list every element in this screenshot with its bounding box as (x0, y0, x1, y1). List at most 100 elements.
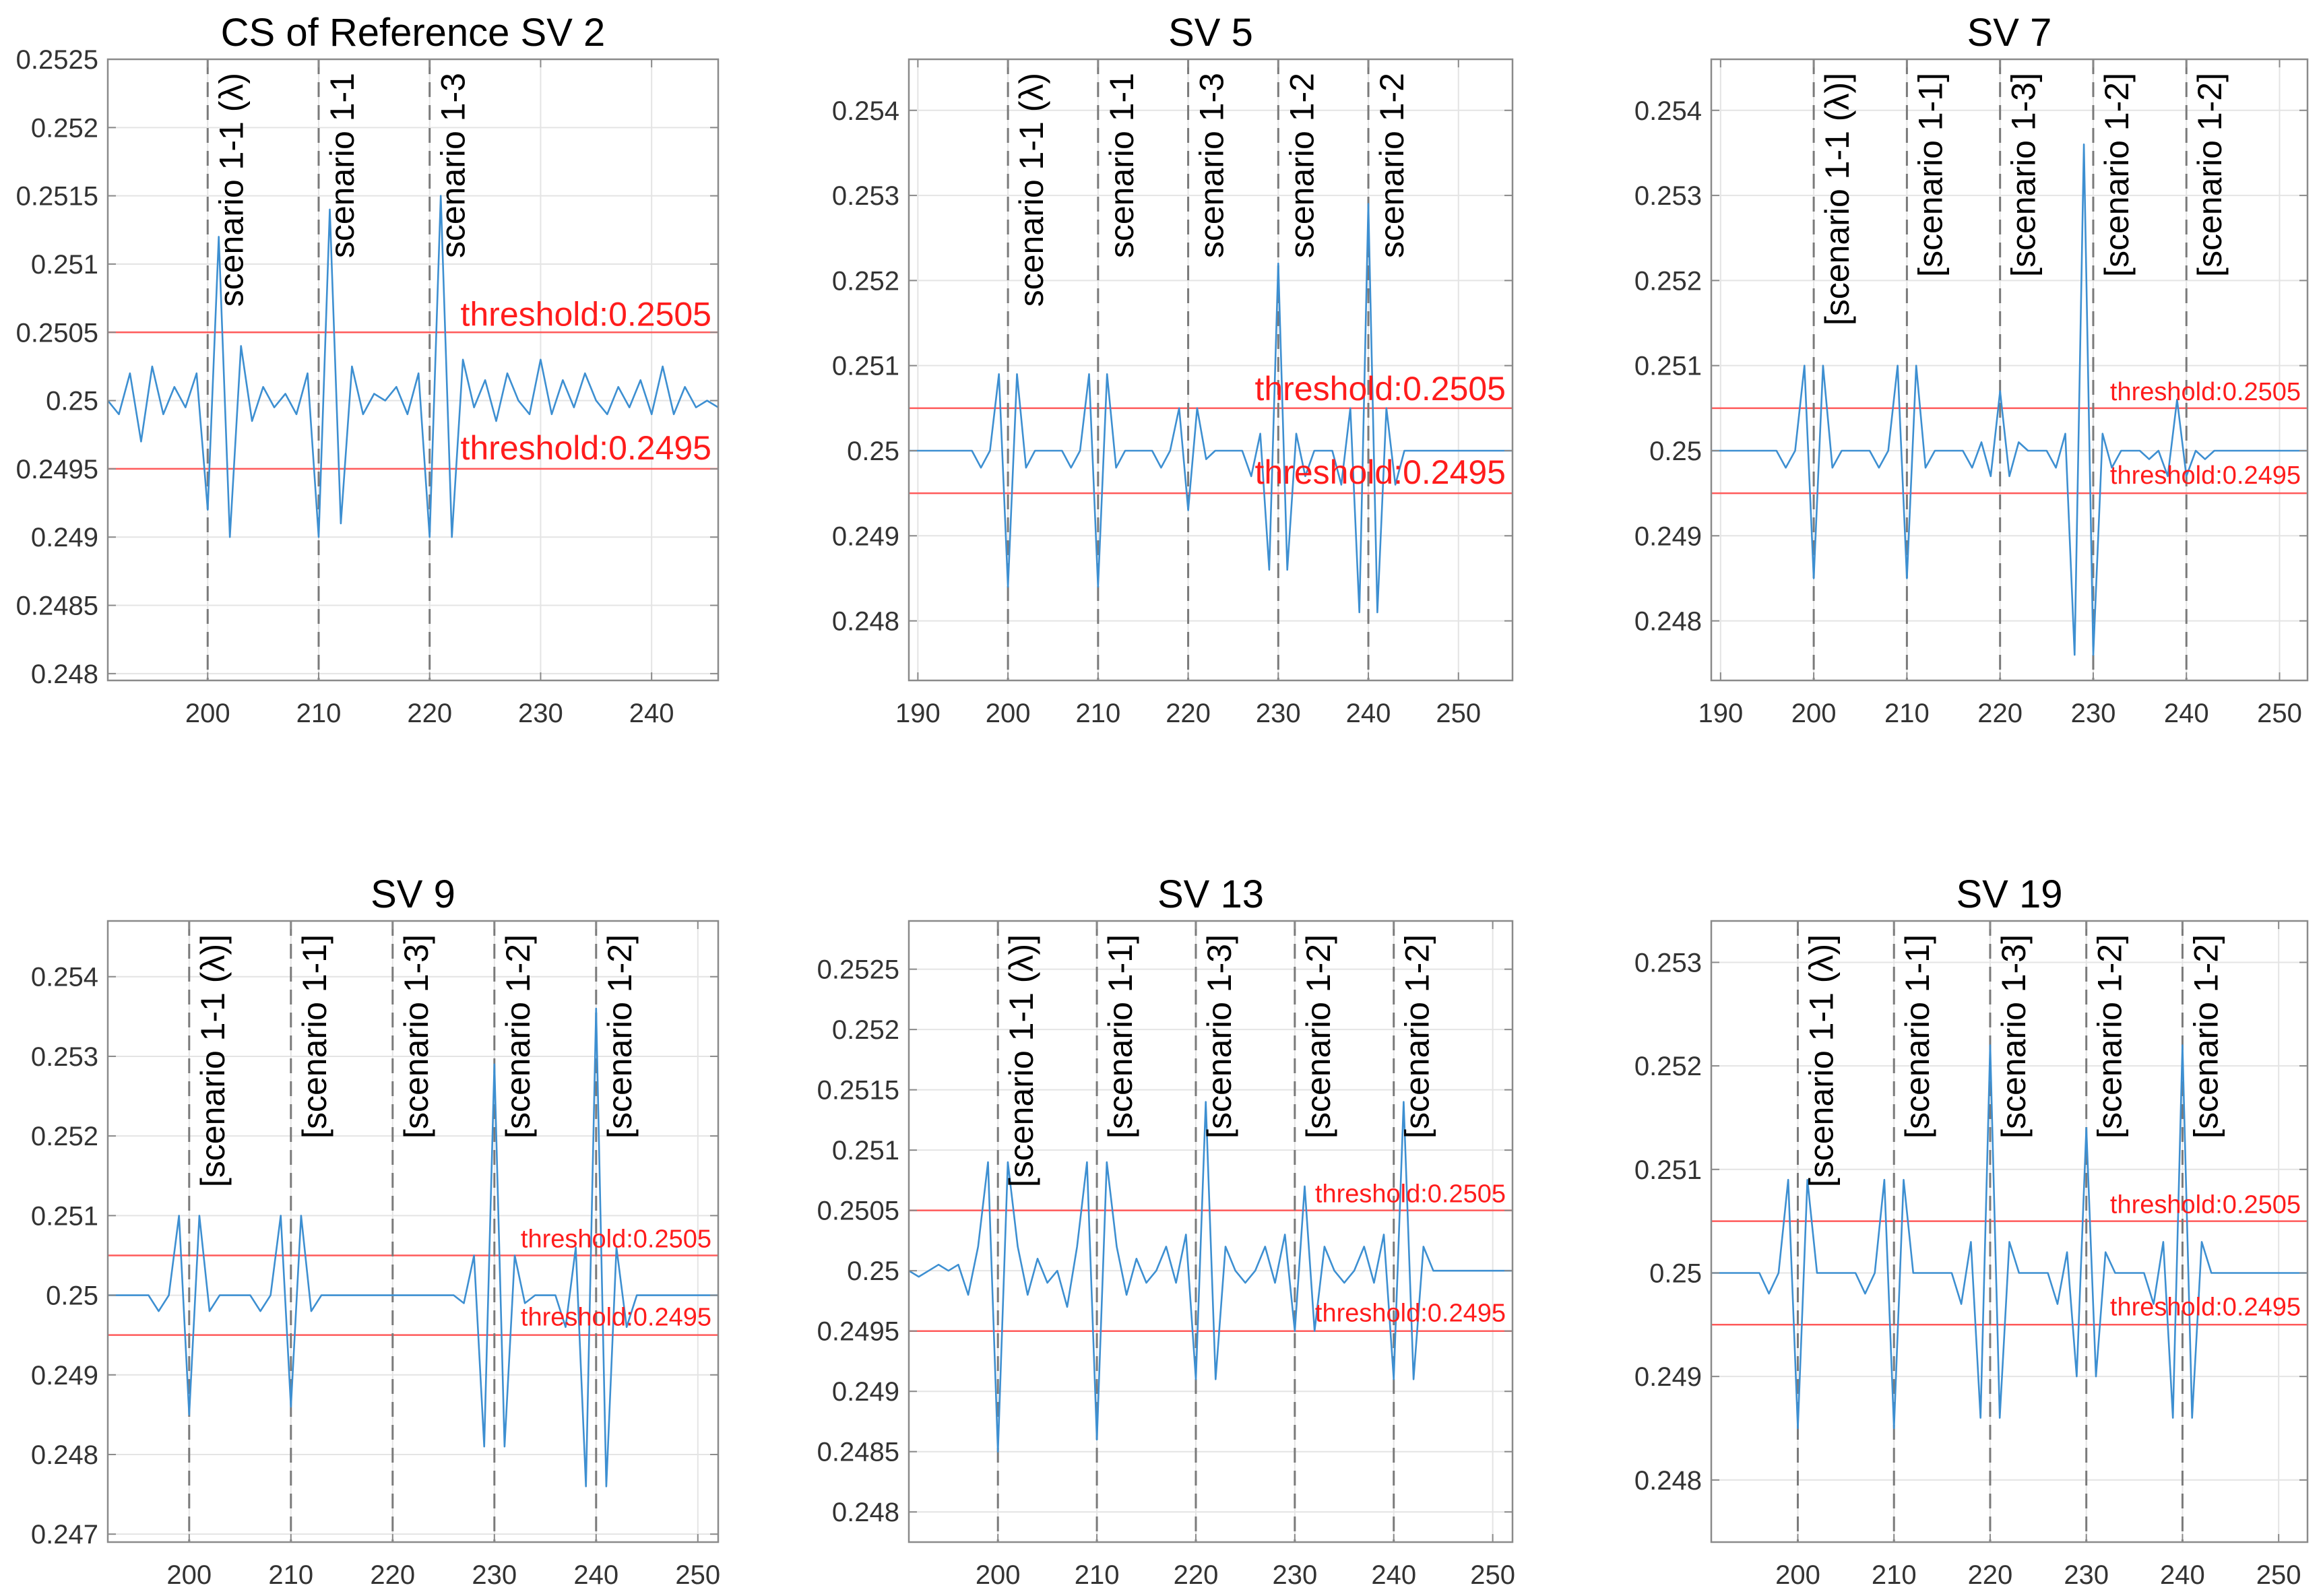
y-tick-label: 0.248 (1634, 607, 1702, 637)
y-tick-label: 0.2515 (817, 1076, 899, 1106)
series-line (106, 195, 719, 538)
plot-area (1711, 59, 2308, 680)
x-tick-label: 240 (573, 1560, 618, 1590)
axes-box (1710, 58, 2309, 682)
y-tick-label: 0.25 (847, 1256, 899, 1286)
x-tick-label: 220 (1166, 699, 1211, 728)
chart-panel-5: [scenario 1-1 (λ)] [scenario 1-1] [scenari… (817, 872, 1515, 1590)
chart-title: CS of Reference SV 2 (221, 11, 606, 55)
scenario-label: [scenario 1-2] (2098, 73, 2136, 277)
chart-title: SV 9 (371, 872, 455, 916)
y-tick-label: 0.254 (832, 96, 899, 126)
y-tick-label: 0.248 (31, 660, 98, 689)
chart-panel-6: [scenario 1-1 (λ)] [scenario 1-1] [scenari… (1634, 872, 2309, 1590)
scenario-label: [scenario 1-1 (λ)] (194, 934, 232, 1187)
scenario-label: scenario 1-2 (1283, 73, 1320, 258)
scenario-label: [scenario 1-2] (1300, 934, 1337, 1139)
x-tick-label: 220 (1977, 699, 2023, 728)
scenario-label: [scenario 1-1] (1899, 934, 1936, 1139)
y-tick-label: 0.247 (31, 1520, 98, 1550)
scenario-label: [scenario 1-1 (λ)] (1802, 934, 1840, 1187)
y-tick-label: 0.2505 (817, 1196, 899, 1226)
x-tick-label: 250 (675, 1560, 720, 1590)
x-tick-label: 230 (1272, 1560, 1317, 1590)
x-tick-label: 240 (1371, 1560, 1416, 1590)
y-tick-label: 0.254 (31, 963, 98, 992)
y-tick-label: 0.249 (31, 523, 98, 552)
axes-box (1710, 920, 2309, 1543)
x-tick-label: 200 (986, 699, 1031, 728)
y-tick-label: 0.248 (31, 1440, 98, 1470)
scenario-label: scenario 1-2 (1373, 73, 1411, 258)
y-tick-label: 0.253 (1634, 948, 1702, 978)
plot-area (108, 921, 718, 1542)
series-line (909, 203, 1513, 614)
y-tick-label: 0.251 (1634, 1155, 1702, 1185)
threshold-label: threshold:0.2505 (1254, 370, 1506, 408)
y-tick-label: 0.252 (31, 113, 98, 143)
x-tick-label: 210 (1075, 699, 1120, 728)
y-tick-label: 0.248 (832, 1498, 899, 1527)
scenario-label: [scenario 1-1 (λ)] (1003, 934, 1040, 1187)
axes-box (908, 58, 1514, 682)
y-tick-label: 0.2525 (16, 45, 98, 75)
scenario-label: [scenario 1-2] (499, 934, 537, 1139)
x-tick-label: 230 (1256, 699, 1301, 728)
series-line (908, 1101, 1513, 1453)
threshold-label: threshold:0.2495 (1315, 1300, 1506, 1328)
x-tick-label: 200 (1775, 1560, 1820, 1590)
x-tick-label: 250 (2257, 699, 2302, 728)
y-tick-label: 0.252 (832, 266, 899, 296)
axes-box (106, 58, 720, 682)
y-tick-label: 0.249 (1634, 1362, 1702, 1392)
x-tick-label: 220 (1174, 1560, 1219, 1590)
y-tick-label: 0.2485 (16, 592, 98, 621)
x-tick-label: 230 (518, 699, 563, 728)
series-line (1711, 143, 2308, 656)
y-tick-label: 0.254 (1634, 96, 1702, 126)
y-tick-label: 0.252 (832, 1015, 899, 1045)
scenario-label: [scenario 1-3] (2005, 73, 2043, 277)
scenario-label: [scenario 1-1] (296, 934, 333, 1139)
x-tick-label: 200 (166, 1560, 212, 1590)
series-line (108, 1007, 718, 1488)
x-tick-label: 230 (2071, 699, 2116, 728)
threshold-label: threshold:0.2495 (1254, 453, 1506, 491)
plot-area (1711, 921, 2308, 1542)
y-tick-label: 0.2505 (16, 318, 98, 348)
scenario-label: scenario 1-1 (1103, 73, 1141, 258)
y-tick-label: 0.251 (832, 1136, 899, 1166)
axes-box (106, 920, 720, 1543)
y-tick-label: 0.253 (832, 181, 899, 211)
threshold-label: threshold:0.2505 (521, 1225, 711, 1253)
x-tick-label: 200 (185, 699, 230, 728)
x-tick-label: 220 (370, 1560, 415, 1590)
x-tick-label: 240 (2160, 1560, 2205, 1590)
scenario-label: scenario 1-3 (435, 73, 472, 258)
y-tick-label: 0.249 (832, 1377, 899, 1407)
scenario-label: [scenario 1-1] (1911, 73, 1949, 277)
threshold-label: threshold:0.2505 (460, 295, 711, 333)
x-tick-label: 220 (407, 699, 452, 728)
y-tick-label: 0.253 (31, 1042, 98, 1072)
scenario-label: scenario 1-1 (323, 73, 361, 258)
y-tick-label: 0.248 (1634, 1466, 1702, 1496)
y-tick-label: 0.252 (1634, 266, 1702, 296)
y-tick-label: 0.252 (1634, 1052, 1702, 1081)
y-tick-label: 0.25 (847, 437, 899, 466)
chart-panel-1: scenario 1-1 (λ) scenario 1-1 scenario 1-3… (16, 11, 720, 728)
y-tick-label: 0.251 (832, 352, 899, 381)
x-tick-label: 190 (895, 699, 941, 728)
chart-panel-3: [scenario 1-1 (λ)] [scenario 1-1] [scenari… (1634, 11, 2309, 728)
threshold-label: threshold:0.2495 (521, 1304, 711, 1332)
y-tick-label: 0.25 (1649, 437, 1702, 466)
x-tick-label: 210 (1075, 1560, 1120, 1590)
y-tick-label: 0.251 (1634, 352, 1702, 381)
x-tick-label: 210 (1872, 1560, 1917, 1590)
threshold-label: threshold:0.2505 (2110, 378, 2301, 406)
scenario-label: scenario 1-1 (λ) (212, 73, 250, 307)
y-tick-label: 0.252 (31, 1122, 98, 1151)
scenario-label: [scenario 1-2] (1399, 934, 1436, 1139)
y-tick-label: 0.2515 (16, 182, 98, 212)
